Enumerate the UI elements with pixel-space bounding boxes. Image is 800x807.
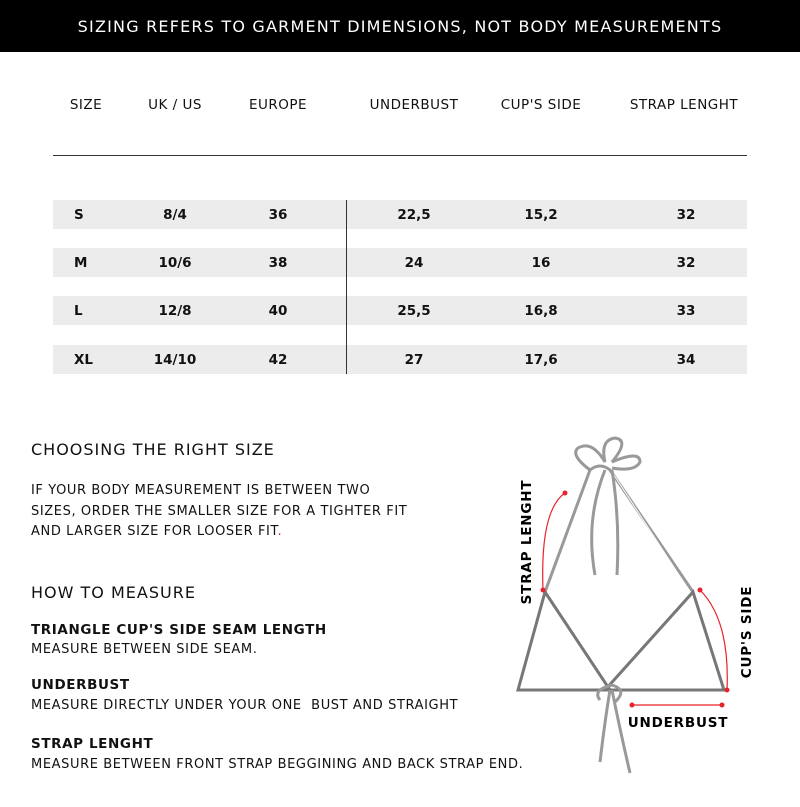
underbust-title: UNDERBUST (31, 677, 130, 693)
table-cell: 22,5 (397, 207, 431, 223)
header-strap-length: STRAP LENGHT (629, 97, 739, 113)
table-cell: 25,5 (397, 303, 431, 319)
header-underbust: UNDERBUST (369, 97, 459, 113)
table-row: S 8/4 36 22,5 15,2 32 (53, 200, 747, 229)
table-cell: 14/10 (153, 352, 197, 368)
header-size: SIZE (69, 97, 103, 113)
choosing-line: IF YOUR BODY MEASUREMENT IS BETWEEN TWO (31, 483, 371, 498)
table-row: L 12/8 40 25,5 16,8 33 (53, 296, 747, 325)
table-cell: S (74, 207, 84, 223)
strap-length-label: STRAP LENGHT (519, 480, 535, 605)
table-cell: 32 (676, 255, 696, 271)
table-cell: 10/6 (158, 255, 192, 271)
table-cell: 16 (531, 255, 551, 271)
table-cell: 24 (404, 255, 424, 271)
strap-text: MEASURE BETWEEN FRONT STRAP BEGGINING AN… (31, 757, 524, 772)
header-uk-us: UK / US (148, 97, 202, 113)
table-cell: M (74, 255, 88, 271)
cup-side-text: MEASURE BETWEEN SIDE SEAM. (31, 642, 258, 657)
underbust-text: MEASURE DIRECTLY UNDER YOUR ONE BUST AND… (31, 698, 459, 713)
table-cell: XL (74, 352, 94, 368)
column-divider (346, 200, 347, 374)
table-cell: 27 (404, 352, 424, 368)
header-cups-side: CUP'S SIDE (500, 97, 582, 113)
table-cell: 34 (676, 352, 696, 368)
table-cell: 40 (268, 303, 288, 319)
period: . (277, 524, 283, 539)
table-cell: 8/4 (163, 207, 187, 223)
table-cell: 38 (268, 255, 288, 271)
choosing-line: AND LARGER SIZE FOR LOOSER FIT (31, 524, 278, 539)
header-divider (53, 155, 747, 156)
table-cell: 36 (268, 207, 288, 223)
table-cell: 16,8 (524, 303, 558, 319)
table-cell: 12/8 (158, 303, 192, 319)
choosing-text: IF YOUR BODY MEASUREMENT IS BETWEEN TWO … (31, 481, 407, 543)
bikini-illustration (516, 436, 727, 774)
cups-side-label: CUP'S SIDE (739, 586, 755, 679)
table-cell: 42 (268, 352, 288, 368)
cup-side-title: TRIANGLE CUP'S SIDE SEAM LENGTH (31, 622, 327, 638)
how-title: HOW TO MEASURE (31, 583, 196, 602)
choosing-line: SIZES, ORDER THE SMALLER SIZE FOR A TIGH… (31, 503, 408, 519)
measure-lines (542, 492, 728, 706)
table-cell: 15,2 (524, 207, 558, 223)
table-cell: 33 (676, 303, 696, 319)
banner: SIZING REFERS TO GARMENT DIMENSIONS, NOT… (0, 0, 800, 52)
table-row: M 10/6 38 24 16 32 (53, 248, 747, 277)
table-cell: L (74, 303, 83, 319)
measure-dots (540, 490, 730, 708)
underbust-label: UNDERBUST (628, 715, 728, 731)
table-cell: 32 (676, 207, 696, 223)
strap-title: STRAP LENGHT (31, 736, 154, 752)
table-cell: 17,6 (524, 352, 558, 368)
choosing-title: CHOOSING THE RIGHT SIZE (31, 440, 275, 459)
header-europe: EUROPE (248, 97, 308, 113)
table-row: XL 14/10 42 27 17,6 34 (53, 345, 747, 374)
